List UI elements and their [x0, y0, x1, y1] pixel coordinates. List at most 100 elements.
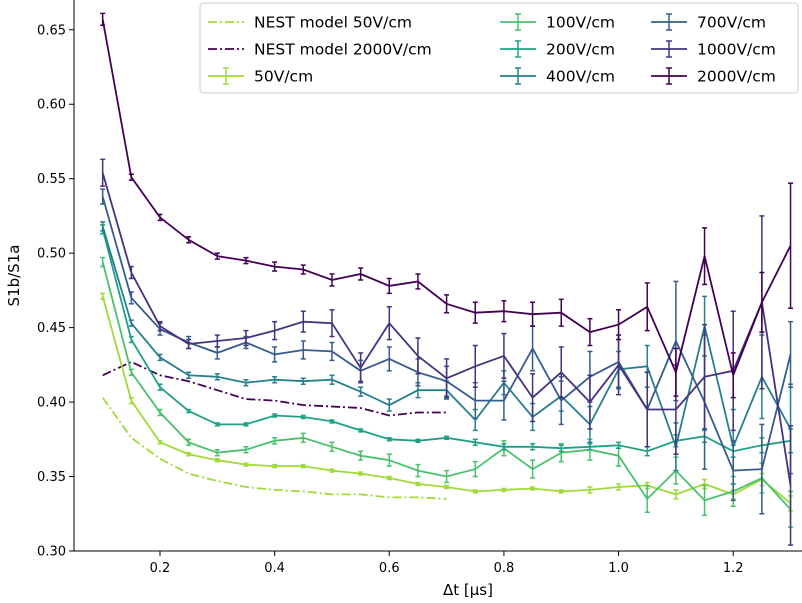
error-bar-0-9 — [358, 471, 364, 476]
error-bar-3-10 — [386, 398, 392, 412]
error-bar-0-11 — [415, 481, 421, 487]
legend-item-5: 400V/cm — [500, 67, 615, 86]
error-bar-1-1 — [128, 368, 134, 377]
error-bar-1-21 — [702, 484, 708, 517]
error-bar-2-5 — [243, 422, 249, 427]
error-bar-1-3 — [186, 438, 192, 447]
error-bar-2-17 — [587, 443, 593, 451]
error-bar-5-21 — [702, 323, 708, 430]
plot-area — [100, 12, 794, 546]
y-tick-label: 0.45 — [37, 321, 66, 336]
error-bar-1-5 — [243, 446, 249, 454]
error-bar-0-10 — [386, 475, 392, 481]
error-bar-6-6 — [272, 261, 278, 272]
series-4 — [100, 188, 794, 515]
error-bar-5-5 — [243, 329, 249, 347]
error-bar-5-12 — [444, 358, 450, 399]
x-tick-label: 0.6 — [379, 561, 400, 576]
y-tick-label: 0.60 — [37, 98, 66, 113]
error-bar-6-12 — [444, 294, 450, 314]
y-tick-label: 0.50 — [37, 247, 66, 262]
x-tick-label: 0.4 — [264, 561, 285, 576]
y-axis-label: S1b/S1a — [5, 245, 23, 307]
error-bar-6-8 — [329, 273, 335, 287]
error-bar-1-7 — [300, 432, 306, 444]
legend-box — [199, 2, 799, 94]
series-2 — [100, 224, 794, 458]
error-bar-0-3 — [186, 451, 192, 457]
error-bar-3-9 — [358, 386, 364, 397]
error-bar-0-4 — [214, 457, 220, 463]
y-tick-label: 0.55 — [37, 172, 66, 187]
error-bar-3-4 — [214, 373, 220, 381]
legend-item-2: 50V/cm — [208, 67, 313, 86]
error-bar-6-15 — [530, 301, 536, 327]
x-tick-label: 0.2 — [150, 561, 171, 576]
error-bar-1-0 — [100, 256, 106, 268]
error-bar-3-5 — [243, 378, 249, 387]
error-bar-5-2 — [157, 320, 163, 332]
error-bar-0-2 — [157, 440, 163, 445]
x-tick-label: 1.2 — [723, 561, 744, 576]
error-bar-6-16 — [558, 298, 564, 327]
error-bar-2-7 — [300, 414, 306, 420]
y-tick-label: 0.40 — [37, 396, 66, 411]
error-bar-5-1 — [128, 265, 134, 280]
error-bar-3-2 — [157, 353, 163, 362]
error-bar-5-4 — [214, 334, 220, 348]
error-bar-4-8 — [329, 341, 335, 362]
model-line-1 — [102, 360, 447, 417]
error-bar-2-1 — [128, 335, 134, 344]
error-bar-6-7 — [300, 264, 306, 275]
error-bar-2-10 — [386, 437, 392, 442]
axes: 0.2 0.4 0.6 0.8 1.0 1.2 0.30 0.35 0.40 0.45 0.50 0.… — [5, 0, 802, 599]
error-bar-0-5 — [243, 462, 249, 467]
error-bar-0-20 — [673, 489, 679, 500]
legend-item-4: 200V/cm — [500, 40, 615, 59]
legend-item-8: 2000V/cm — [651, 67, 776, 86]
error-bar-3-7 — [300, 377, 306, 385]
error-bar-6-4 — [214, 252, 220, 260]
error-bar-2-18 — [616, 441, 622, 449]
x-tick-label: 0.8 — [494, 561, 515, 576]
legend-label: 1000V/cm — [697, 41, 776, 59]
error-bar-6-13 — [472, 301, 478, 324]
error-bar-5-8 — [329, 309, 335, 338]
error-bar-1-10 — [386, 453, 392, 467]
error-bar-1-19 — [644, 484, 650, 514]
error-bar-0-13 — [472, 489, 478, 494]
error-bar-4-22 — [730, 440, 736, 502]
error-bar-6-23 — [759, 271, 765, 333]
error-bar-5-17 — [587, 374, 593, 430]
error-bar-2-14 — [501, 443, 507, 451]
error-bar-2-2 — [157, 383, 163, 391]
legend-item-1: NEST model 2000V/cm — [208, 41, 432, 59]
legend-label: 100V/cm — [546, 14, 615, 32]
error-bar-0-16 — [558, 489, 564, 494]
legend-label: 400V/cm — [546, 68, 615, 86]
error-bar-0-12 — [444, 484, 450, 490]
legend-item-6: 700V/cm — [651, 13, 766, 32]
error-bar-4-23 — [759, 423, 765, 515]
series-6 — [100, 12, 794, 399]
error-bar-5-6 — [272, 320, 278, 341]
legend-label: NEST model 50V/cm — [254, 14, 412, 32]
error-bar-2-16 — [558, 444, 564, 452]
error-bar-5-14 — [501, 332, 507, 380]
error-bar-6-19 — [644, 282, 650, 332]
error-bar-1-9 — [358, 450, 364, 461]
legend-label: 2000V/cm — [697, 68, 776, 86]
error-bar-6-20 — [673, 347, 679, 397]
error-bar-0-17 — [587, 486, 593, 494]
error-bar-6-11 — [415, 273, 421, 290]
error-bar-1-2 — [157, 408, 163, 417]
legend-item-7: 1000V/cm — [651, 40, 776, 59]
series-5 — [100, 158, 794, 546]
error-bar-1-8 — [329, 441, 335, 452]
error-bar-5-24 — [788, 425, 794, 546]
error-bar-6-2 — [157, 213, 163, 222]
error-bar-6-22 — [730, 352, 736, 399]
error-bar-0-14 — [501, 487, 507, 493]
error-bar-6-1 — [128, 173, 134, 181]
